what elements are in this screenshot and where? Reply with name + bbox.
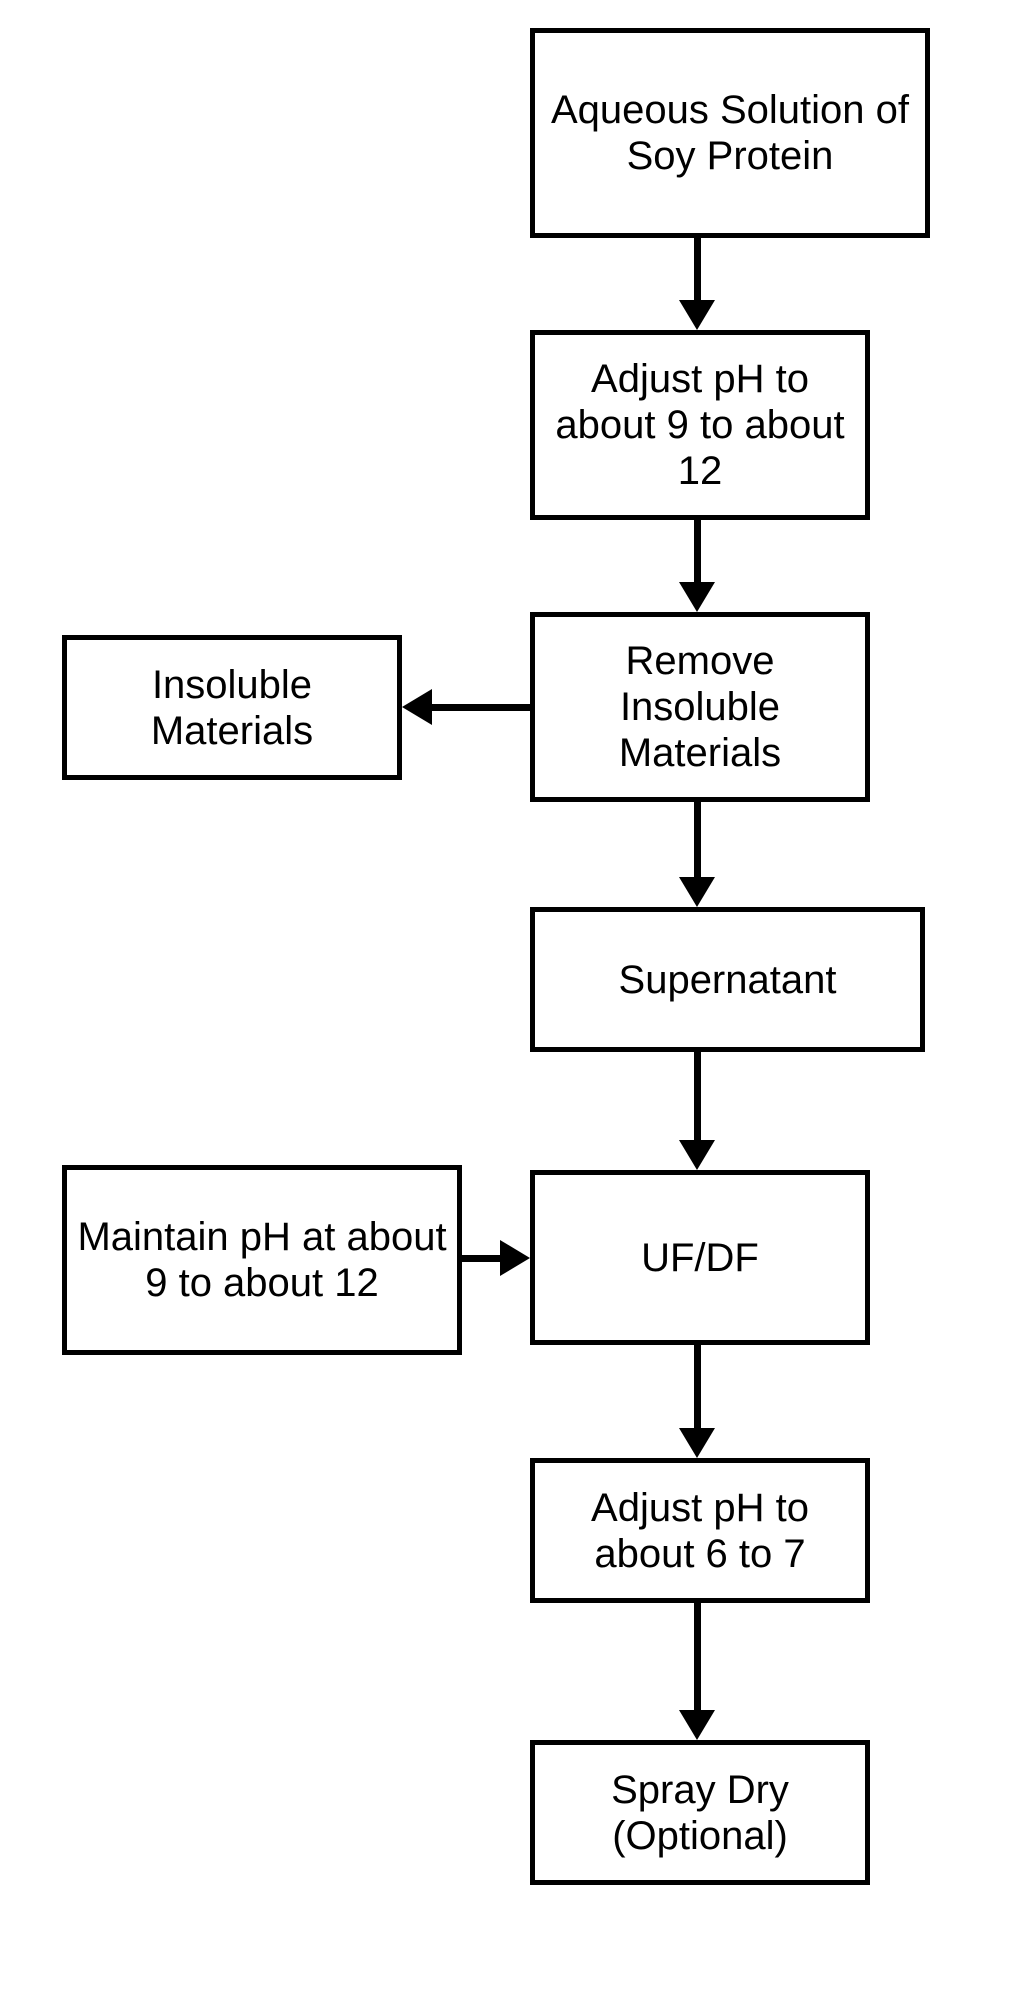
arrow-down-icon <box>679 1710 715 1740</box>
node-label: UF/DF <box>641 1235 759 1281</box>
node-label: Remove Insoluble Materials <box>543 638 857 776</box>
edge-line <box>694 1052 701 1142</box>
node-label: Aqueous Solution of Soy Protein <box>543 87 917 179</box>
node-maintain-ph: Maintain pH at about 9 to about 12 <box>62 1165 462 1355</box>
edge-line <box>694 238 701 302</box>
node-label: Supernatant <box>619 957 837 1003</box>
node-label: Spray Dry (Optional) <box>543 1767 857 1859</box>
edge-line <box>694 520 701 584</box>
arrow-right-icon <box>500 1240 530 1276</box>
edge-line <box>694 1603 701 1712</box>
node-spray-dry: Spray Dry (Optional) <box>530 1740 870 1885</box>
node-remove-insoluble: Remove Insoluble Materials <box>530 612 870 802</box>
node-label: Maintain pH at about 9 to about 12 <box>75 1214 449 1306</box>
node-insoluble-materials: Insoluble Materials <box>62 635 402 780</box>
arrow-down-icon <box>679 1428 715 1458</box>
arrow-down-icon <box>679 1140 715 1170</box>
edge-line <box>430 704 530 711</box>
edge-line <box>694 802 701 879</box>
edge-line <box>462 1255 502 1262</box>
arrow-down-icon <box>679 877 715 907</box>
node-adjust-ph-9-12: Adjust pH to about 9 to about 12 <box>530 330 870 520</box>
node-supernatant: Supernatant <box>530 907 925 1052</box>
node-label: Insoluble Materials <box>75 662 389 754</box>
node-uf-df: UF/DF <box>530 1170 870 1345</box>
node-label: Adjust pH to about 9 to about 12 <box>543 356 857 494</box>
edge-line <box>694 1345 701 1430</box>
node-label: Adjust pH to about 6 to 7 <box>543 1485 857 1577</box>
node-adjust-ph-6-7: Adjust pH to about 6 to 7 <box>530 1458 870 1603</box>
arrow-down-icon <box>679 582 715 612</box>
node-aqueous-solution: Aqueous Solution of Soy Protein <box>530 28 930 238</box>
arrow-down-icon <box>679 300 715 330</box>
arrow-left-icon <box>402 689 432 725</box>
